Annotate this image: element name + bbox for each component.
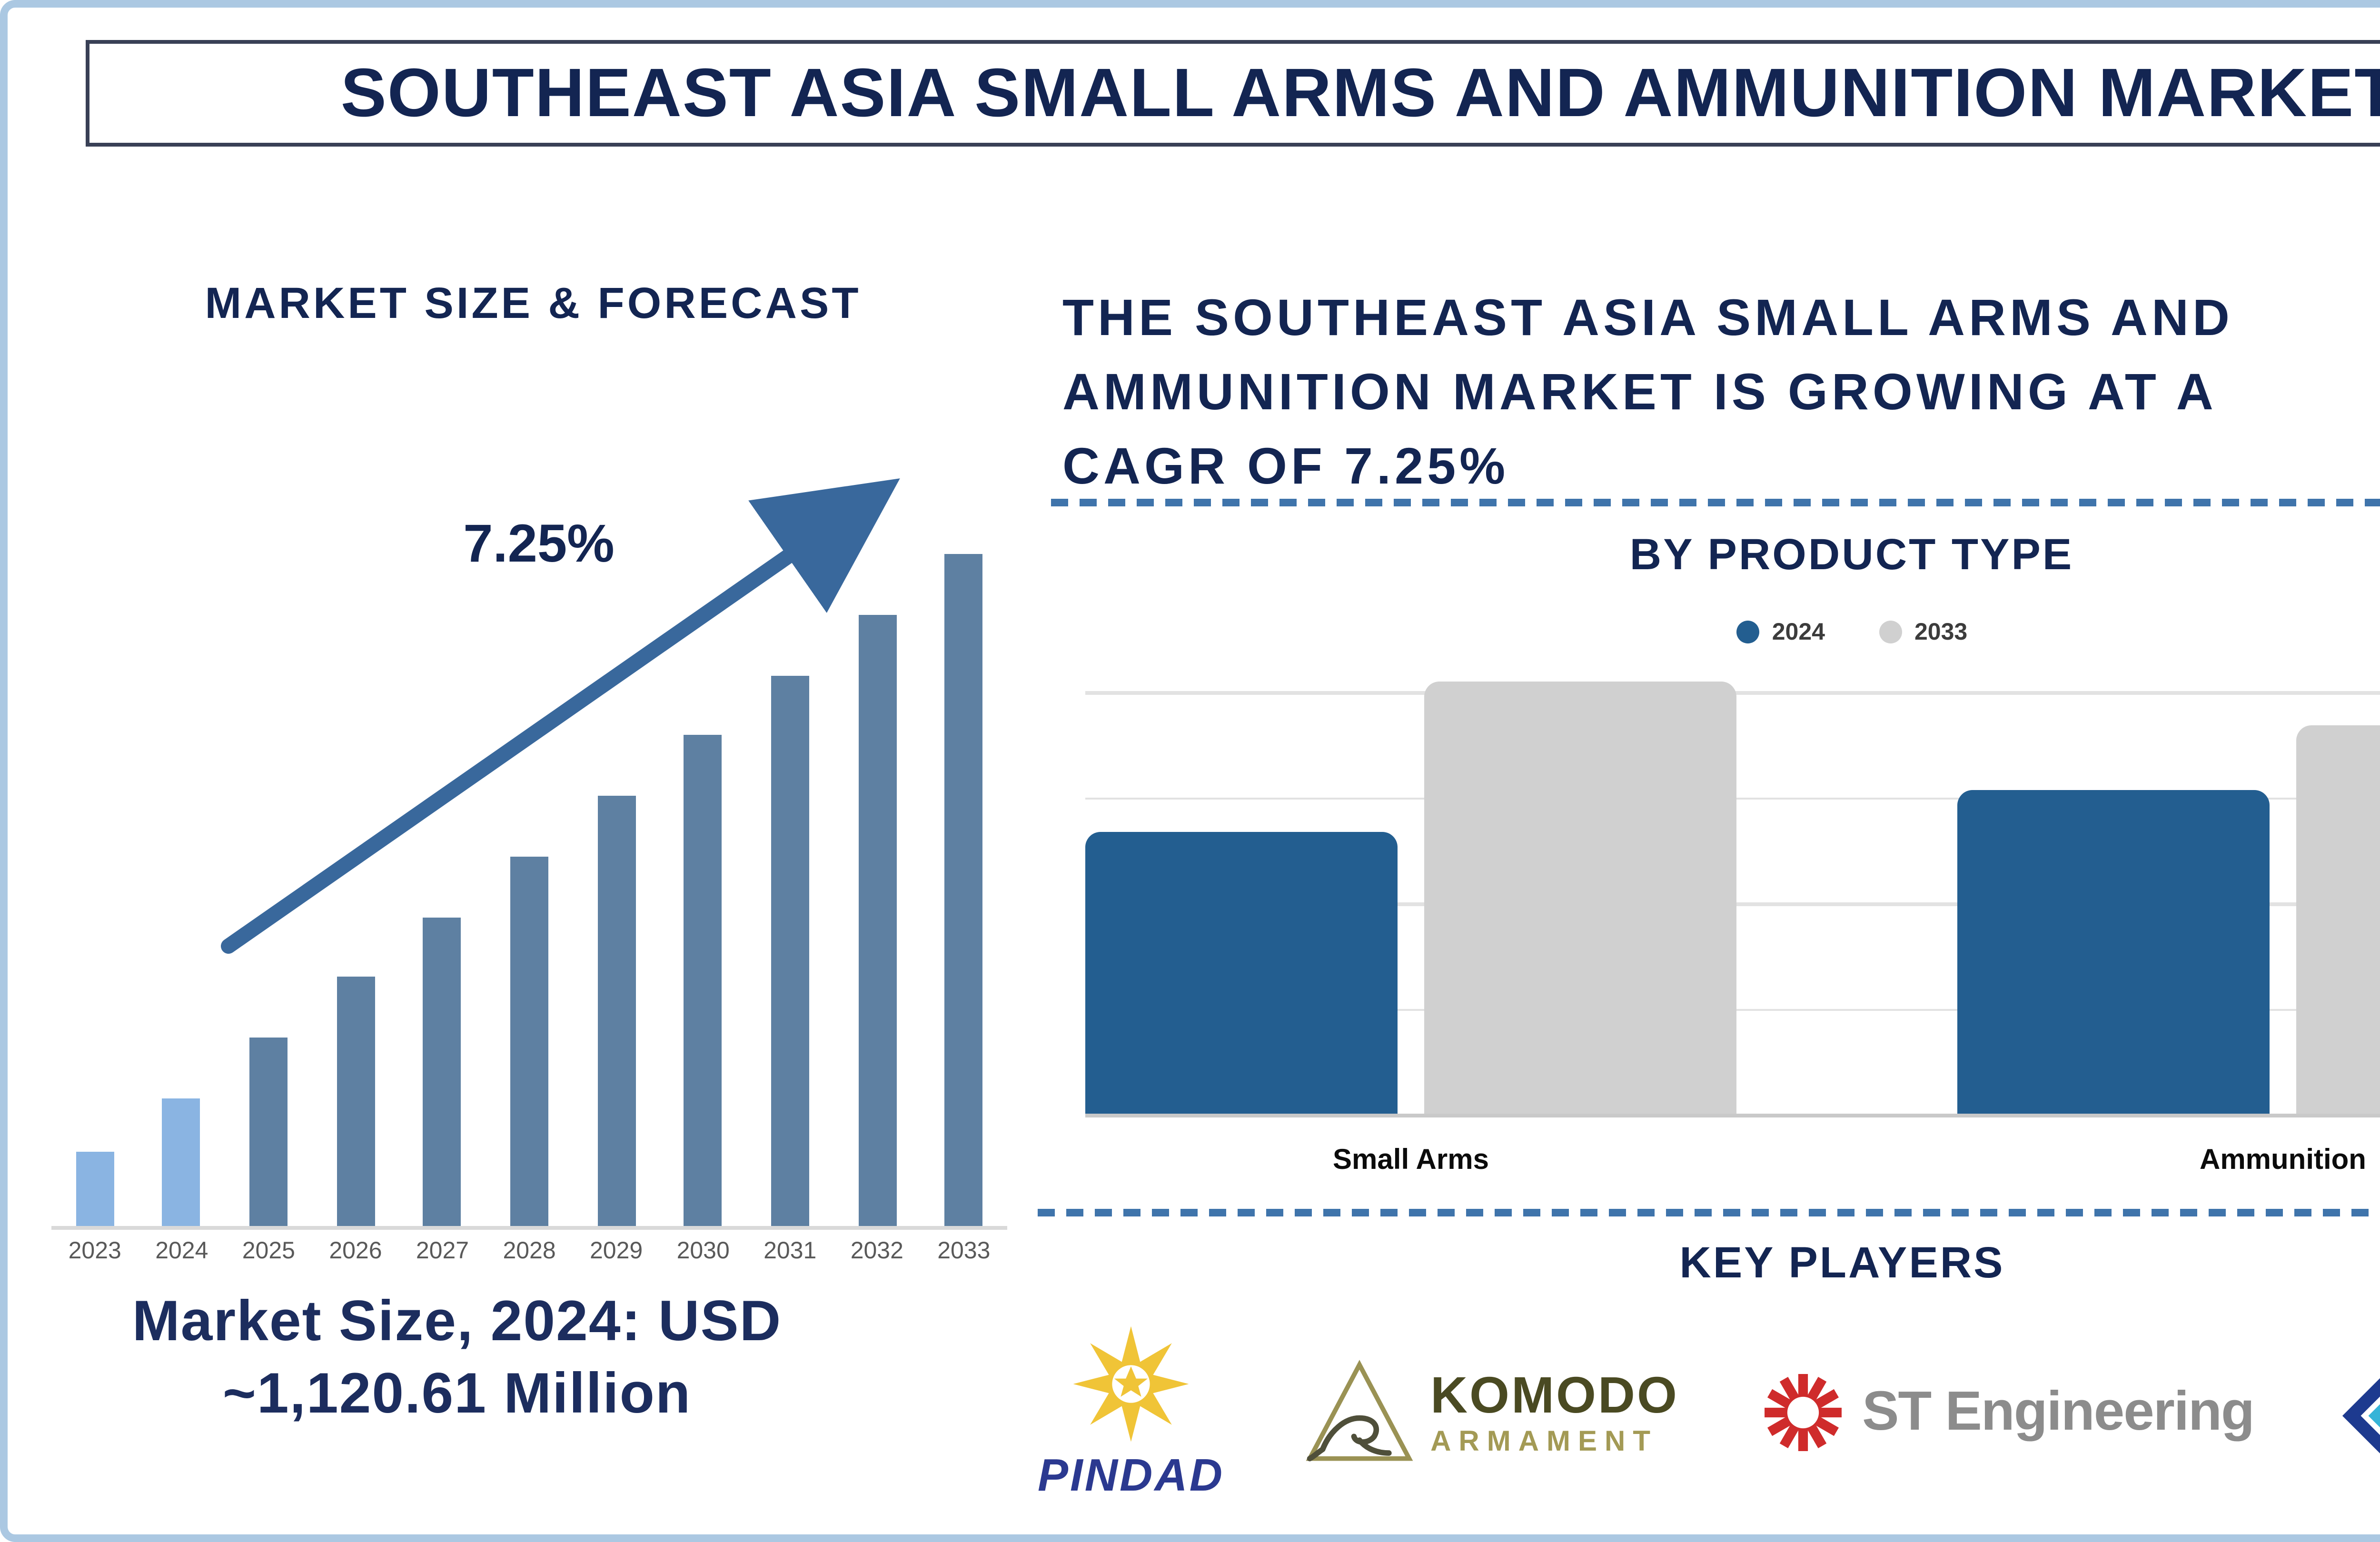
product-bar-group-ammunition <box>1957 724 2380 1114</box>
komodo-wordmark: KOMODO <box>1430 1366 1679 1423</box>
forecast-bar-2030 <box>684 735 723 1226</box>
forecast-axis-label-2023: 2023 <box>68 1237 121 1264</box>
forecast-bar-2023 <box>76 1152 114 1226</box>
forecast-bar-2026 <box>336 977 375 1226</box>
forecast-bar-column-2029 <box>573 554 660 1226</box>
forecast-bar-column-2033 <box>921 554 1008 1226</box>
logo-st-engineering: ST Engineering <box>1759 1369 2255 1456</box>
forecast-axis-label-2029: 2029 <box>590 1237 643 1264</box>
forecast-axis-label-2031: 2031 <box>764 1237 817 1264</box>
legend-dot-2033 <box>1878 621 1901 643</box>
cagr-statement: THE SOUTHEAST ASIA SMALL ARMS AND AMMUNI… <box>1062 289 2234 495</box>
forecast-bar-2025 <box>249 1038 288 1226</box>
komodo-dragon-triangle-icon <box>1306 1360 1414 1462</box>
forecast-axis-label-2030: 2030 <box>676 1237 730 1264</box>
title-box: SOUTHEAST ASIA SMALL ARMS AND AMMUNITION… <box>86 40 2380 147</box>
forecast-bar-column-2028 <box>486 554 573 1226</box>
forecast-bar-2029 <box>597 796 635 1226</box>
forecast-axis-label-2026: 2026 <box>329 1237 382 1264</box>
product-bar-ammunition-2033 <box>2296 724 2380 1114</box>
trend-arrow-icon <box>221 478 900 954</box>
forecast-bar-column-2024 <box>139 554 226 1226</box>
double-chevron-left-icon <box>2342 1378 2380 1454</box>
product-type-heading: BY PRODUCT TYPE <box>1629 529 2074 579</box>
product-bar-small-arms-2033 <box>1424 682 1736 1114</box>
pindad-wordmark: PINDAD <box>1038 1451 1225 1502</box>
red-starburst-icon <box>1765 1374 1842 1451</box>
product-category-label-small-arms: Small Arms <box>1333 1144 1489 1176</box>
forecast-axis-label-2033: 2033 <box>937 1237 991 1264</box>
gold-star-compass-icon <box>1073 1326 1189 1442</box>
forecast-axis-label-2032: 2032 <box>850 1237 903 1264</box>
forecast-heading: MARKET SIZE & FORECAST <box>205 278 862 327</box>
forecast-axis-label-2025: 2025 <box>242 1237 295 1264</box>
product-bar-group-small-arms <box>1085 682 1736 1114</box>
forecast-bar-column-2025 <box>225 554 312 1226</box>
key-players-heading: KEY PLAYERS <box>1679 1237 2005 1287</box>
dashed-divider-top <box>1051 499 2380 505</box>
forecast-cagr-label: 7.25% <box>463 514 615 573</box>
forecast-x-axis-labels: 2023 2024 2025 2026 2027 2028 2029 2030 2031 2032… <box>51 1237 1007 1264</box>
market-size-caption: Market Size, 2024: USD ~1,120.61 Million <box>0 1287 914 1432</box>
market-size-caption-line2: ~1,120.61 Million <box>222 1363 692 1426</box>
forecast-bar-column-2030 <box>660 554 747 1226</box>
key-players-logos: PINDAD KOMODO ARMAMENT <box>1038 1300 2380 1525</box>
forecast-bar-column-2031 <box>747 554 834 1226</box>
forecast-bar-2032 <box>858 614 896 1226</box>
dashed-divider-bottom <box>1038 1209 2380 1216</box>
forecast-bar-column-2032 <box>833 554 921 1226</box>
legend-label-2024: 2024 <box>1772 619 1825 645</box>
page-title: SOUTHEAST ASIA SMALL ARMS AND AMMUNITION… <box>340 53 2380 131</box>
legend-item-2024: 2024 <box>1735 619 1825 645</box>
market-size-caption-line1: Market Size, 2024: USD <box>132 1291 782 1354</box>
legend-dot-2024 <box>1735 621 1759 643</box>
armament-wordmark: ARMAMENT <box>1430 1425 1658 1457</box>
logo-komodo-armament: KOMODO ARMAMENT <box>1305 1357 1679 1468</box>
forecast-bar-2027 <box>423 917 462 1226</box>
legend-item-2033: 2033 <box>1878 619 1967 645</box>
forecast-bar-2033 <box>944 554 983 1226</box>
st-engineering-wordmark: ST Engineering <box>1862 1381 2255 1442</box>
forecast-axis-label-2027: 2027 <box>416 1237 469 1264</box>
logo-ketech-asia: KETECH ASIA <box>2334 1357 2380 1468</box>
forecast-bar-2031 <box>771 675 809 1226</box>
product-chart-legend: 2024 2033 <box>1085 619 2380 645</box>
forecast-bar-column-2027 <box>399 554 486 1226</box>
forecast-bar-column-2023 <box>51 554 139 1226</box>
forecast-axis-label-2028: 2028 <box>503 1237 556 1264</box>
legend-label-2033: 2033 <box>1914 619 1968 645</box>
forecast-bar-2028 <box>510 856 549 1226</box>
product-category-label-ammunition: Ammunition <box>2200 1144 2366 1176</box>
forecast-axis-label-2024: 2024 <box>155 1237 208 1264</box>
forecast-bar-chart <box>51 554 1007 1230</box>
product-bar-small-arms-2024 <box>1085 832 1398 1114</box>
product-bar-ammunition-2024 <box>1957 790 2270 1114</box>
forecast-bar-2024 <box>162 1098 201 1226</box>
logo-pindad: PINDAD <box>1038 1321 1224 1504</box>
product-bar-chart <box>1085 682 2380 1117</box>
forecast-bar-column-2026 <box>312 554 399 1226</box>
